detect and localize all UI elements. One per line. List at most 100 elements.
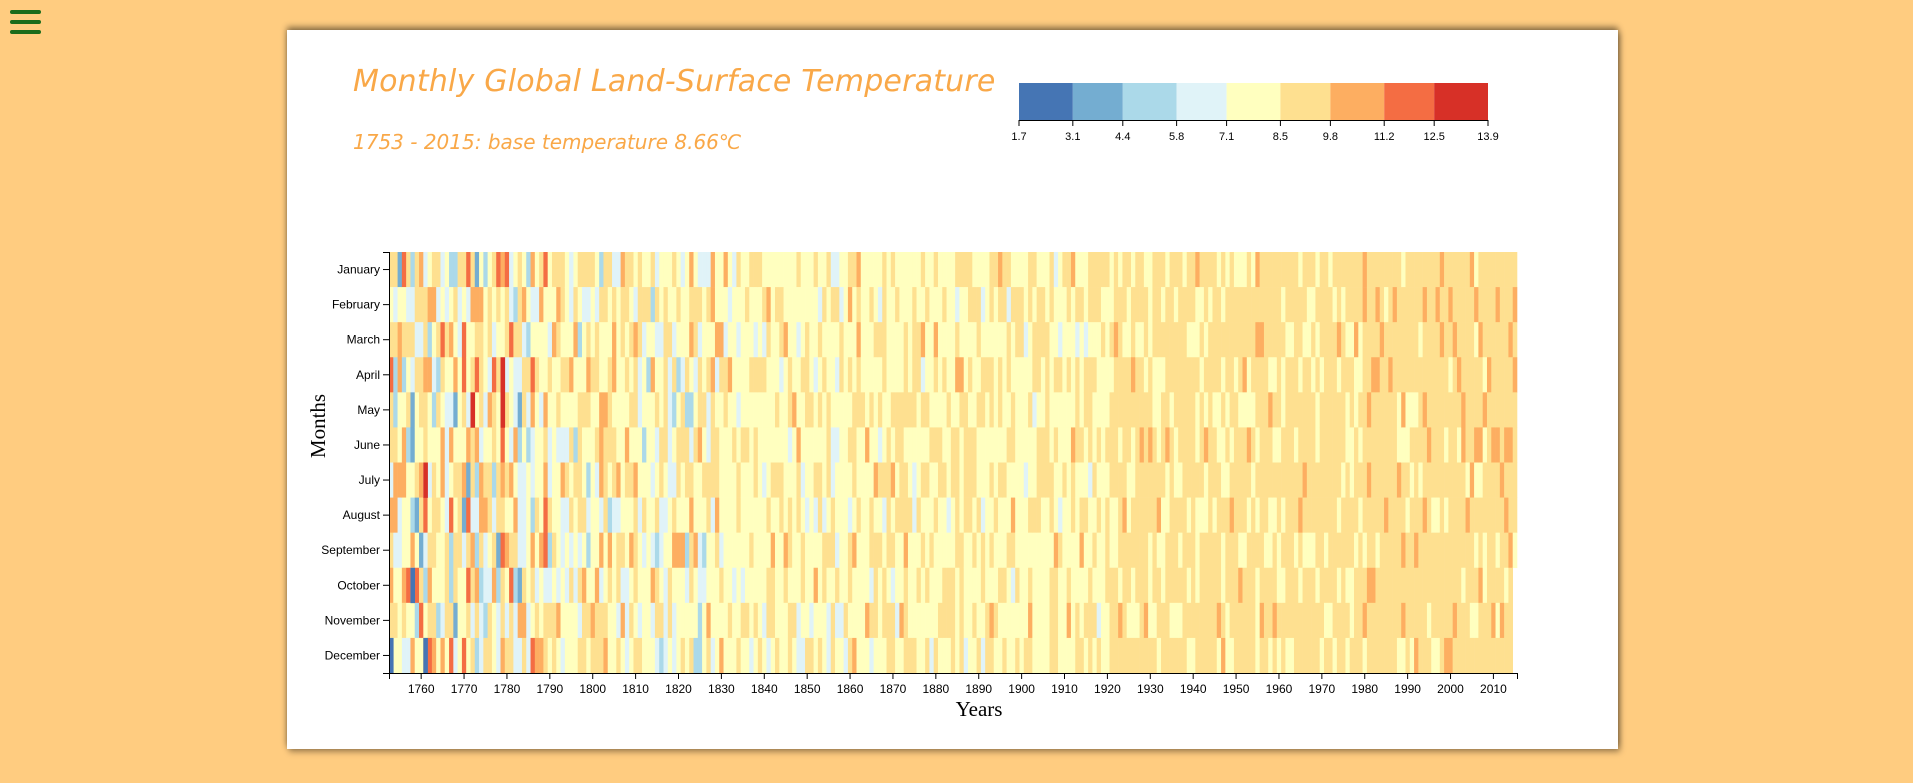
heatmap-cell [1465, 637, 1471, 674]
heatmap-cell [1238, 602, 1243, 639]
heatmap-cell [753, 287, 759, 323]
heatmap-cell [1504, 252, 1509, 288]
heatmap-cell [955, 392, 960, 428]
heatmap-column [1499, 252, 1505, 674]
heatmap-cell [727, 602, 733, 639]
heatmap-cell [461, 357, 467, 393]
heatmap-cell [650, 252, 656, 288]
heatmap-cell [397, 392, 403, 428]
heatmap-cell [1238, 322, 1243, 358]
heatmap-cell [491, 287, 497, 323]
heatmap-cell [1143, 567, 1149, 604]
heatmap-cell [667, 392, 673, 428]
heatmap-cell [1384, 567, 1389, 604]
heatmap-cell [719, 287, 724, 323]
heatmap-cell [1323, 287, 1329, 323]
heatmap-cell [624, 392, 630, 428]
heatmap-cell [1203, 287, 1209, 323]
heatmap-cell [1298, 462, 1303, 498]
heatmap-cell [1040, 322, 1046, 358]
heatmap-cell [637, 462, 643, 498]
heatmap-column [1289, 252, 1295, 674]
heatmap-cell [1293, 357, 1299, 393]
heatmap-cell [1388, 462, 1393, 498]
heatmap-cell [920, 392, 926, 428]
heatmap-cell [521, 462, 527, 498]
heatmap-cell [980, 497, 986, 533]
heatmap-cell [959, 252, 965, 288]
heatmap-cell [517, 427, 523, 463]
heatmap-cell [487, 567, 493, 604]
heatmap-cell [1456, 392, 1462, 428]
heatmap-cell [1396, 532, 1402, 569]
heatmap-cell [599, 252, 604, 288]
heatmap-cell [629, 637, 634, 674]
heatmap-cell [1135, 462, 1140, 498]
heatmap-cell [1435, 392, 1441, 428]
heatmap-cell [667, 637, 673, 674]
heatmap-cell [1062, 532, 1067, 569]
heatmap-cell [633, 322, 639, 358]
heatmap-cell [757, 287, 763, 323]
heatmap-cell [612, 287, 617, 323]
heatmap-cell [1186, 322, 1192, 358]
heatmap-cell [727, 497, 733, 533]
heatmap-cell [1191, 287, 1196, 323]
heatmap-cell [556, 287, 561, 323]
x-tick-label: 1880 [922, 682, 949, 696]
heatmap-cell [1272, 357, 1278, 393]
heatmap-cell [882, 497, 887, 533]
heatmap-cell [1092, 427, 1097, 463]
heatmap-cell [826, 392, 832, 428]
heatmap-cell [1491, 427, 1496, 463]
legend-swatch [1226, 83, 1281, 120]
heatmap-cell [654, 637, 660, 674]
heatmap-cell [646, 427, 651, 463]
heatmap-column [1332, 252, 1338, 674]
heatmap-cell [1474, 392, 1479, 428]
heatmap-cell [839, 602, 844, 639]
heatmap-cell [410, 602, 416, 639]
heatmap-cell [1113, 252, 1119, 288]
heatmap-cell [436, 497, 441, 533]
heatmap-cell [663, 532, 669, 569]
heatmap-cell [431, 392, 437, 428]
heatmap-cell [1122, 427, 1128, 463]
heatmap-cell [1379, 427, 1385, 463]
heatmap-cell [1371, 602, 1376, 639]
heatmap-cell [830, 602, 836, 639]
heatmap-cell [513, 602, 518, 639]
heatmap-cell [1028, 462, 1033, 498]
heatmap-cell [479, 287, 484, 323]
heatmap-cell [1229, 427, 1235, 463]
heatmap-cell [1083, 322, 1089, 358]
heatmap-cell [1083, 252, 1089, 288]
heatmap-cell [667, 497, 673, 533]
heatmap-cell [1225, 602, 1230, 639]
heatmap-column [1456, 252, 1462, 674]
heatmap-cell [1075, 427, 1080, 463]
heatmap-cell [1276, 427, 1282, 463]
heatmap-cell [1504, 287, 1509, 323]
heatmap-cell [753, 637, 759, 674]
heatmap-cell [770, 462, 776, 498]
heatmap-cell [676, 252, 681, 288]
heatmap-cell [1045, 532, 1050, 569]
heatmap-cell [1186, 252, 1192, 288]
heatmap-cell [496, 567, 501, 604]
heatmap-cell [1100, 497, 1106, 533]
heatmap-cell [1384, 427, 1389, 463]
heatmap-cell [616, 637, 621, 674]
heatmap-cell [749, 462, 754, 498]
heatmap-cell [933, 497, 939, 533]
heatmap-cell [1311, 602, 1316, 639]
heatmap-cell [440, 462, 446, 498]
heatmap-column [1088, 252, 1093, 674]
heatmap-column [839, 252, 844, 674]
heatmap-cell [1263, 287, 1269, 323]
heatmap-cell [1118, 602, 1123, 639]
hamburger-menu-icon[interactable] [10, 10, 42, 36]
heatmap-cell [1341, 357, 1346, 393]
heatmap-cell [1105, 567, 1110, 604]
heatmap-cell [1010, 427, 1016, 463]
